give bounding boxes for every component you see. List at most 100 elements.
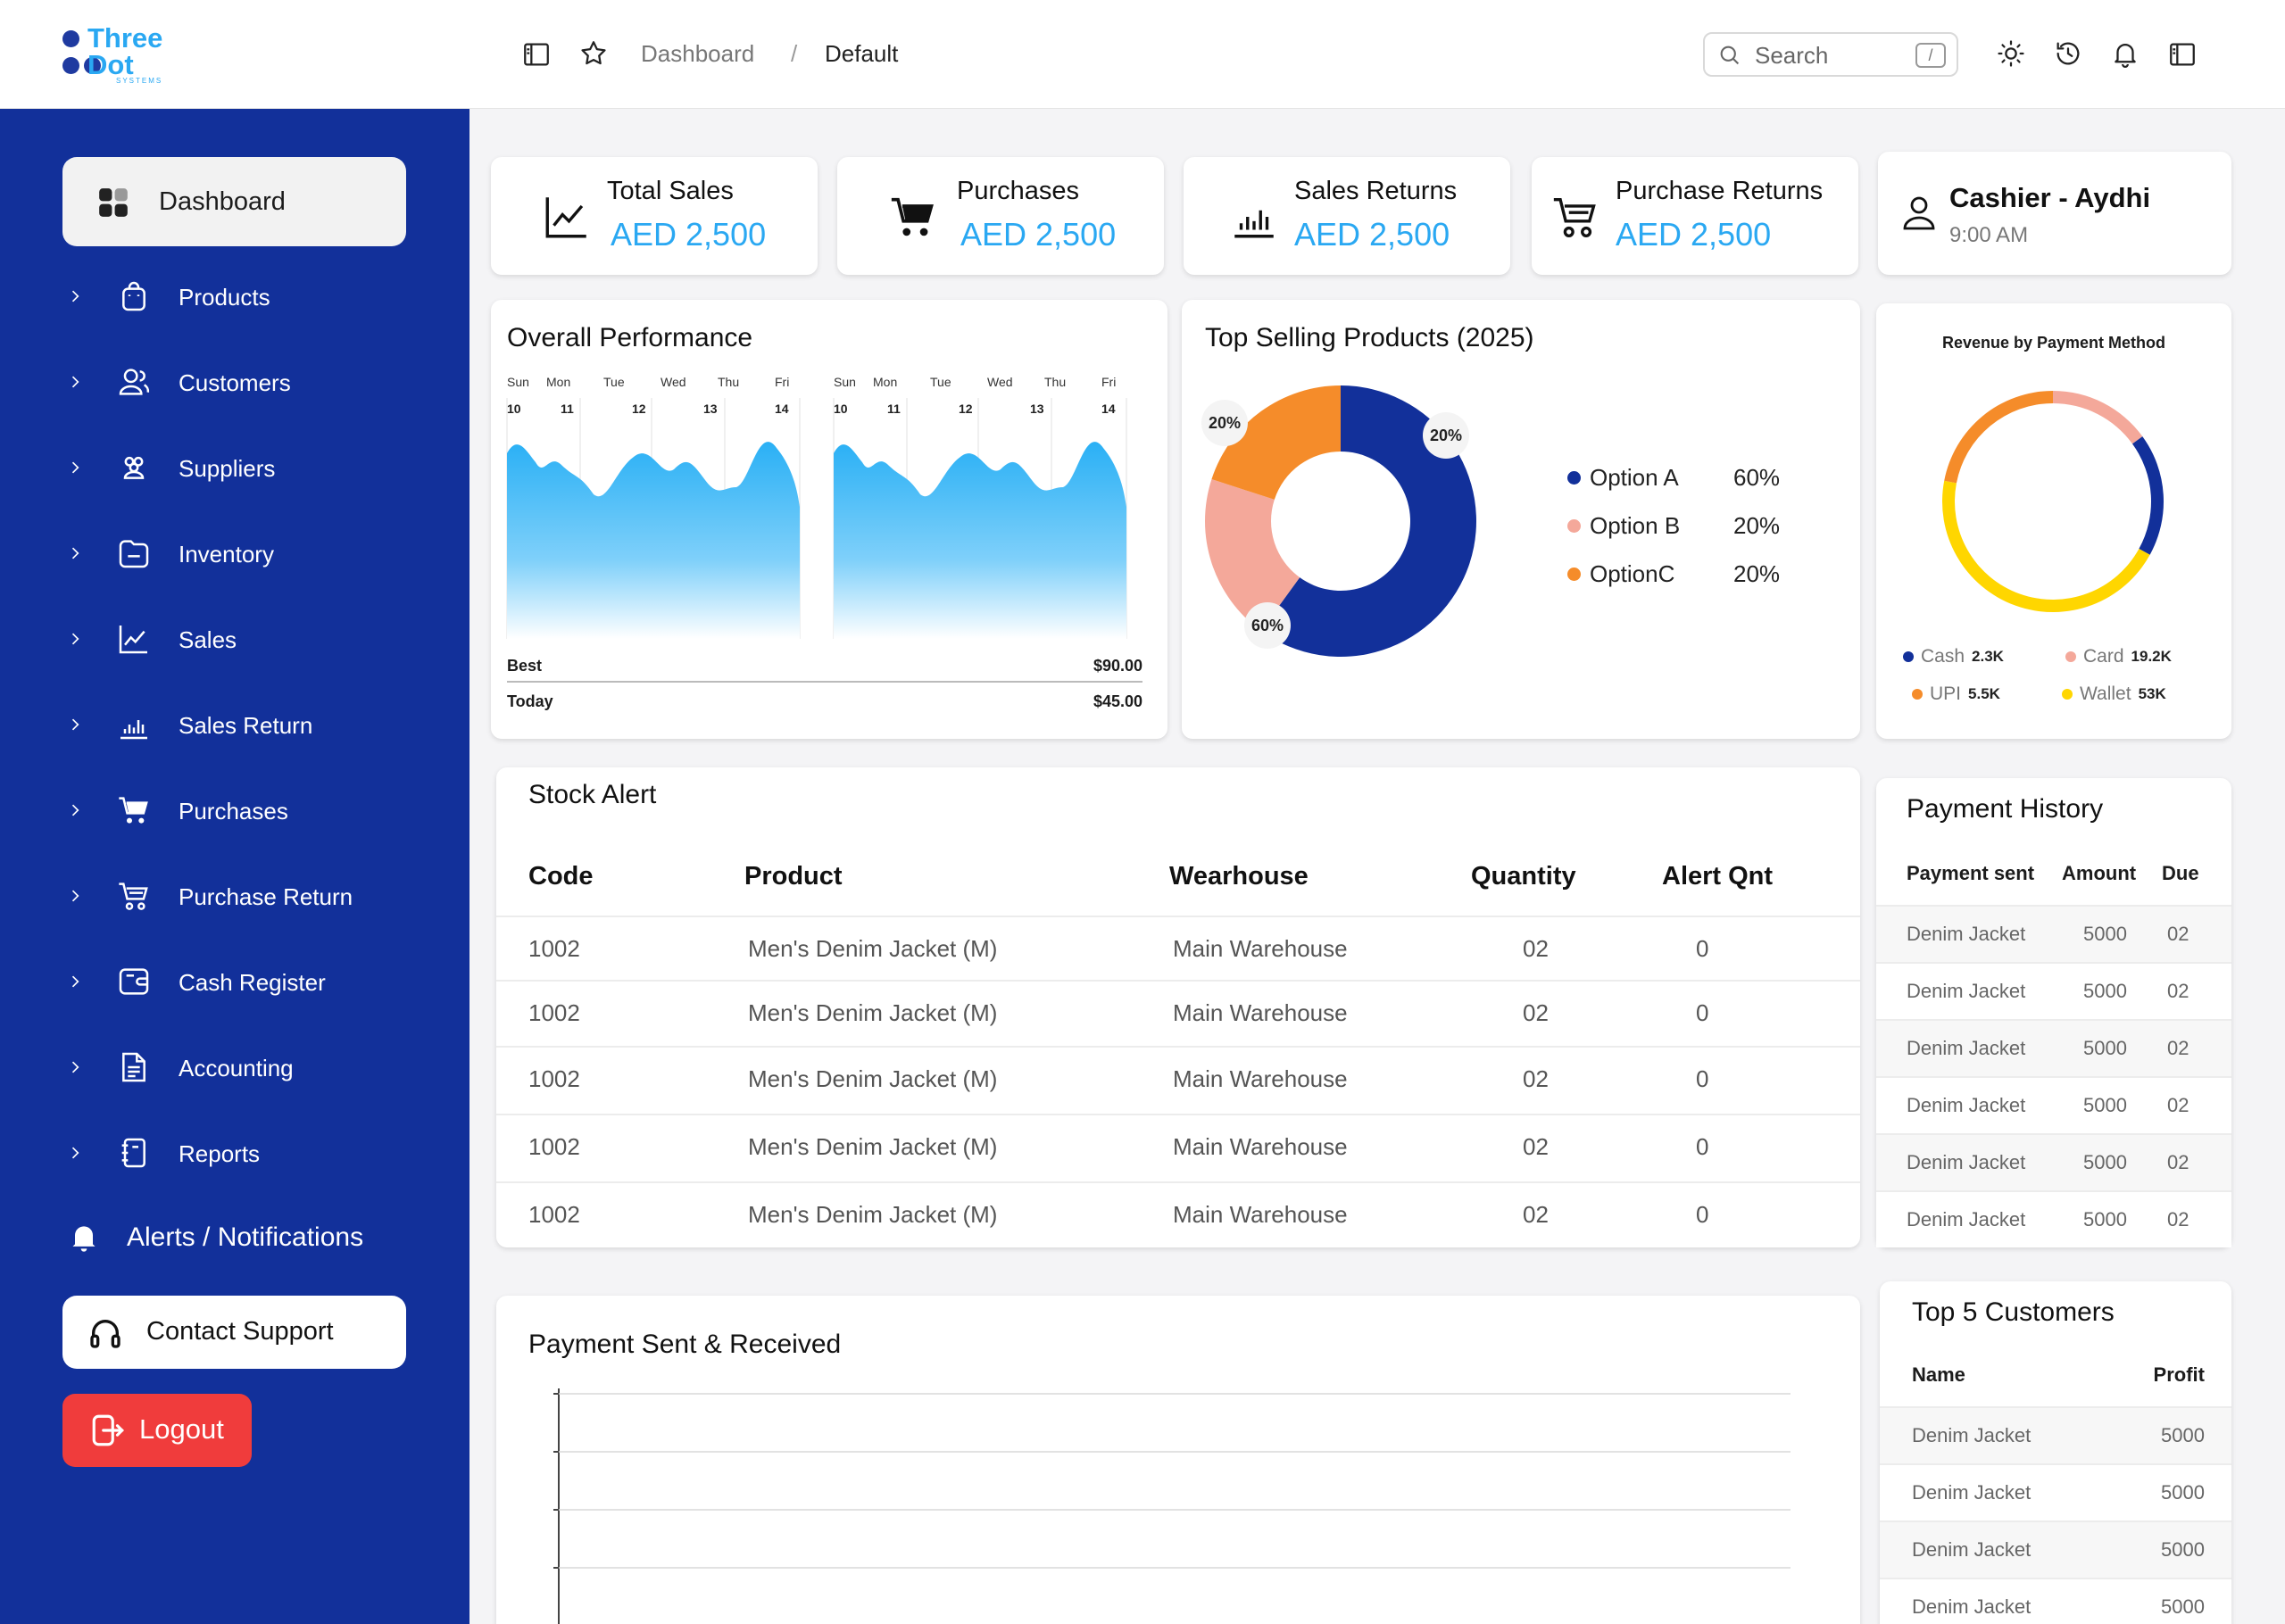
due-cell: 02	[2167, 1094, 2189, 1116]
legend-label: Option B	[1590, 512, 1681, 539]
legend-dot	[1903, 651, 1914, 662]
kpi-title: Purchase Returns	[1616, 177, 1824, 205]
today-label: Today	[507, 692, 553, 710]
top-selling-slice-option-b[interactable]	[1205, 479, 1300, 631]
revenue-slice-card[interactable]	[2053, 391, 2143, 444]
legend-dot	[1567, 519, 1581, 533]
bell-filled-icon	[72, 1226, 96, 1252]
list-item[interactable]: Denim Jacket 5000	[1880, 1578, 2231, 1624]
star-icon[interactable]	[578, 38, 609, 69]
folder-icon	[116, 535, 152, 571]
chevron-right-icon	[66, 887, 84, 905]
legend-item: UPI 5.5K	[1912, 684, 2000, 707]
name-cell: Denim Jacket	[1907, 980, 2026, 1002]
sun-icon[interactable]	[1996, 38, 2026, 69]
list-item[interactable]: Denim Jacket 5000	[1880, 1520, 2231, 1578]
history-icon[interactable]	[2053, 38, 2083, 69]
logout-label: Logout	[139, 1413, 224, 1445]
sidebar-item-inventory[interactable]: Inventory	[62, 532, 437, 585]
kpi-sales-returns: Sales Returns AED 2,500	[1184, 157, 1510, 275]
card-title: Top 5 Customers	[1912, 1297, 2115, 1327]
list-item[interactable]: Denim Jacket 5000 02	[1876, 1076, 2231, 1133]
cashier-name: Cashier - Aydhi	[1949, 182, 2151, 213]
revenue-slice-cash[interactable]	[2131, 436, 2164, 555]
revenue-slice-upi[interactable]	[1944, 391, 2053, 484]
legend-dot	[1912, 689, 1923, 700]
top-selling-donut: 60% 20% 20%	[1201, 385, 1476, 657]
col-amount: Amount	[2062, 862, 2137, 884]
bell-icon[interactable]	[2110, 38, 2140, 69]
payment-sent-received-card: Payment Sent & Received	[496, 1296, 1860, 1624]
sidebar-item-products[interactable]: Products	[62, 275, 437, 328]
list-item[interactable]: Denim Jacket 5000 02	[1876, 1019, 2231, 1076]
cashier-time: 9:00 AM	[1949, 223, 2029, 247]
sidebar-toggle-icon[interactable]	[521, 39, 552, 70]
list-item[interactable]: Denim Jacket 5000 02	[1876, 962, 2231, 1019]
breadcrumb-dashboard[interactable]: Dashboard	[641, 40, 755, 67]
amount-cell: 5000	[2083, 1151, 2127, 1173]
list-item[interactable]: Denim Jacket 5000	[1880, 1463, 2231, 1520]
user-icon	[1903, 196, 1935, 230]
sidebar-item-alerts[interactable]: Alerts / Notifications	[66, 1219, 423, 1264]
sidebar-item-reports[interactable]: Reports	[62, 1131, 437, 1185]
bars-icon	[1228, 191, 1280, 243]
card-title: Revenue by Payment Method	[1941, 334, 2166, 352]
sidebar-item-suppliers[interactable]: Suppliers	[62, 446, 437, 500]
legend-value: 20%	[1733, 512, 1781, 539]
col-name: Name	[1912, 1363, 1965, 1386]
revenue-slice-wallet[interactable]	[1942, 480, 2150, 612]
table-row[interactable]: 1002 Men's Denim Jacket (M) Main Warehouse…	[496, 980, 1860, 1046]
table-row[interactable]: 1002 Men's Denim Jacket (M) Main Warehouse…	[496, 1181, 1860, 1240]
sidebar-item-purchases[interactable]: Purchases	[62, 789, 437, 842]
chevron-right-icon	[66, 544, 84, 562]
alert-qnt-cell: 0	[1696, 1133, 1709, 1160]
product-cell: Men's Denim Jacket (M)	[748, 999, 998, 1026]
breadcrumb-current: Default	[825, 40, 899, 67]
warehouse-cell: Main Warehouse	[1173, 1201, 1348, 1228]
sidebar-item-cash-register[interactable]: Cash Register	[62, 960, 437, 1014]
code-cell: 1002	[528, 935, 580, 962]
sidebar-item-sales-return[interactable]: Sales Return	[62, 703, 437, 757]
contact-support-button[interactable]: Contact Support	[62, 1296, 406, 1369]
table-row[interactable]: 1002 Men's Denim Jacket (M) Main Warehouse…	[496, 1114, 1860, 1181]
legend-label: Option A	[1590, 464, 1679, 491]
product-cell: Men's Denim Jacket (M)	[748, 1133, 998, 1160]
kpi-purchase-returns: Purchase Returns AED 2,500	[1532, 157, 1858, 275]
sidebar-item-label: Dashboard	[159, 187, 286, 216]
sidebar-item-purchase-return[interactable]: Purchase Return	[62, 874, 437, 928]
sidebar-item-dashboard[interactable]: Dashboard	[62, 157, 406, 246]
logout-button[interactable]: Logout	[62, 1394, 252, 1467]
date-label: 11	[887, 402, 901, 416]
sidebar-item-sales[interactable]: Sales	[62, 617, 437, 671]
top-selling-slice-option-a[interactable]	[1260, 385, 1476, 657]
sidebar-item-customers[interactable]: Customers	[62, 360, 437, 414]
profit-cell: 5000	[2161, 1595, 2205, 1618]
list-item[interactable]: Denim Jacket 5000 02	[1876, 1133, 2231, 1190]
revenue-by-payment-card: Revenue by Payment Method Cash 2.3K Card 19…	[1876, 303, 2231, 739]
group-icon	[116, 450, 152, 485]
due-cell: 02	[2167, 980, 2189, 1002]
product-cell: Men's Denim Jacket (M)	[748, 1201, 998, 1228]
panel-icon[interactable]	[2167, 39, 2198, 70]
notebook-icon	[116, 1135, 152, 1171]
sidebar-item-accounting[interactable]: Accounting	[62, 1046, 437, 1099]
quantity-cell: 02	[1523, 1133, 1549, 1160]
legend-label: Card	[2083, 646, 2124, 667]
amount-cell: 5000	[2083, 1094, 2127, 1116]
date-label: 14	[1101, 402, 1116, 416]
cashier-card: Cashier - Aydhi 9:00 AM	[1878, 152, 2231, 275]
search-input[interactable]: Search /	[1703, 32, 1958, 77]
list-item[interactable]: Denim Jacket 5000 02	[1876, 1190, 2231, 1247]
warehouse-cell: Main Warehouse	[1173, 1065, 1348, 1092]
table-row[interactable]: 1002 Men's Denim Jacket (M) Main Warehouse…	[496, 916, 1860, 980]
legend-dot	[1567, 568, 1581, 581]
list-item[interactable]: Denim Jacket 5000	[1880, 1406, 2231, 1463]
table-row[interactable]: 1002 Men's Denim Jacket (M) Main Warehouse…	[496, 1046, 1860, 1114]
list-item[interactable]: Denim Jacket 5000 02	[1876, 905, 2231, 962]
top-selling-slice-optionc[interactable]	[1211, 385, 1341, 500]
date-label: 12	[959, 402, 973, 416]
date-label: 11	[561, 402, 574, 416]
chevron-right-icon	[66, 973, 84, 990]
date-label: 14	[775, 402, 789, 416]
legend-dot	[2065, 651, 2076, 662]
